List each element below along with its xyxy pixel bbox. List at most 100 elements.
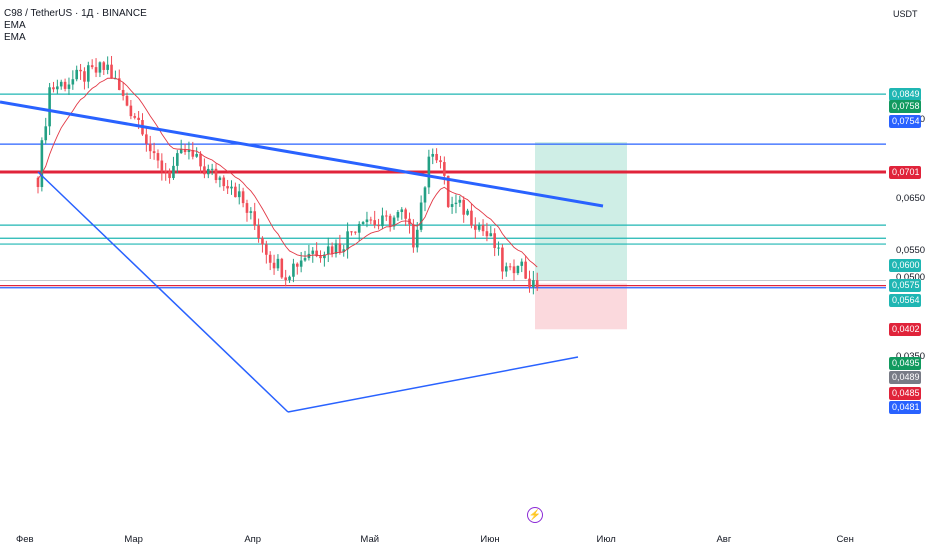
candle-body (474, 225, 477, 230)
candle-body (501, 247, 504, 272)
candle-body (183, 149, 187, 153)
candle-body (261, 238, 264, 245)
candle-body (373, 220, 376, 226)
candle-body (497, 247, 500, 249)
candle-body (354, 231, 357, 233)
candle-body (311, 250, 315, 254)
candle-body (52, 87, 55, 90)
candle-body (222, 177, 226, 187)
candle-body (98, 62, 102, 73)
candle-body (415, 229, 419, 248)
candle-body (412, 224, 415, 248)
candle-body (404, 209, 407, 219)
candle-body (67, 84, 71, 89)
candle-body (400, 209, 404, 212)
candle-body (485, 231, 489, 237)
candle-body (323, 254, 326, 259)
candle-body (377, 225, 380, 227)
candle-body (106, 64, 109, 70)
candle-body (504, 266, 508, 272)
candle-body (129, 105, 133, 117)
candle-body (396, 211, 400, 218)
candle-body (446, 175, 450, 207)
time-axis-label: Июн (480, 534, 500, 545)
candle-body (199, 154, 202, 167)
candle-body (234, 186, 237, 198)
candle-body (361, 222, 365, 224)
profit-zone (535, 142, 627, 281)
chart-legend: C98 / TetherUS · 1Д · BINANCE EMA EMA (4, 8, 147, 44)
candle-body (303, 258, 307, 261)
candle-body (334, 243, 338, 254)
candle-body (315, 250, 318, 257)
candle-body (342, 249, 346, 252)
candle-body (87, 65, 90, 82)
ema-indicator-label-1[interactable]: EMA (4, 20, 26, 31)
rising-support-line (287, 356, 579, 413)
candle-body (388, 215, 392, 227)
time-axis-label: Апр (244, 534, 262, 545)
candle-body (535, 280, 539, 288)
candle-body (40, 140, 44, 187)
ema-indicator-label-2[interactable]: EMA (4, 32, 26, 43)
candle-body (454, 202, 458, 205)
candle-body (71, 79, 75, 85)
candle-body (102, 62, 106, 70)
candle-body (148, 143, 152, 152)
candle-body (152, 151, 156, 154)
candle-body (187, 150, 191, 153)
candle-body (237, 191, 241, 198)
candle-body (458, 199, 462, 203)
candle-body (516, 265, 520, 274)
candle-body (450, 204, 454, 207)
lightning-event-icon[interactable]: ⚡ (527, 507, 543, 523)
candle-body (280, 258, 284, 278)
time-axis-label: Май (360, 534, 380, 545)
price-tick-label: 0,0650 (896, 192, 926, 204)
candle-body (191, 150, 195, 157)
candle-body (176, 153, 179, 166)
candle-body (172, 165, 175, 179)
currency-label[interactable]: USDT (893, 9, 918, 19)
candle-body (443, 162, 446, 176)
candle-body (470, 210, 473, 226)
price-tick-label: 0,0350 (896, 351, 925, 362)
candle-body (79, 69, 82, 72)
candle-body (466, 210, 469, 215)
candle-body (481, 225, 485, 232)
candle-body (117, 78, 121, 90)
price-badge: 0,0489 (889, 371, 921, 384)
candle-body (319, 256, 322, 259)
price-badge: 0,0849 (889, 87, 921, 101)
candle-body (489, 233, 493, 237)
candle-body (44, 126, 48, 141)
price-badge: 0,0485 (889, 387, 921, 400)
candle-body (195, 154, 198, 157)
candle-body (241, 191, 245, 204)
candle-body (83, 71, 86, 82)
price-badge: 0,0600 (889, 259, 921, 272)
candle-body (121, 89, 125, 96)
candle-body (369, 219, 373, 221)
candle-body (284, 277, 287, 281)
candle-body (203, 166, 206, 175)
candle-body (164, 171, 168, 173)
symbol-title[interactable]: C98 / TetherUS · 1Д · BINANCE (4, 8, 147, 19)
candle-body (253, 211, 257, 226)
descending-trendline (0, 100, 604, 208)
candle-body (427, 156, 431, 188)
candle-body (365, 219, 369, 223)
candle-body (288, 276, 291, 281)
candle-body (179, 149, 183, 154)
price-badge: 0,0754 (889, 115, 921, 128)
candle-body (156, 153, 160, 161)
candle-body (357, 223, 361, 233)
candle-body (63, 81, 67, 89)
price-tick-label: 0,0500 (896, 271, 926, 283)
candle-body (268, 254, 272, 263)
candle-body (272, 262, 276, 269)
time-axis-label: Фев (16, 534, 34, 545)
price-badge: 0,0402 (889, 322, 921, 336)
candle-body (137, 117, 140, 121)
